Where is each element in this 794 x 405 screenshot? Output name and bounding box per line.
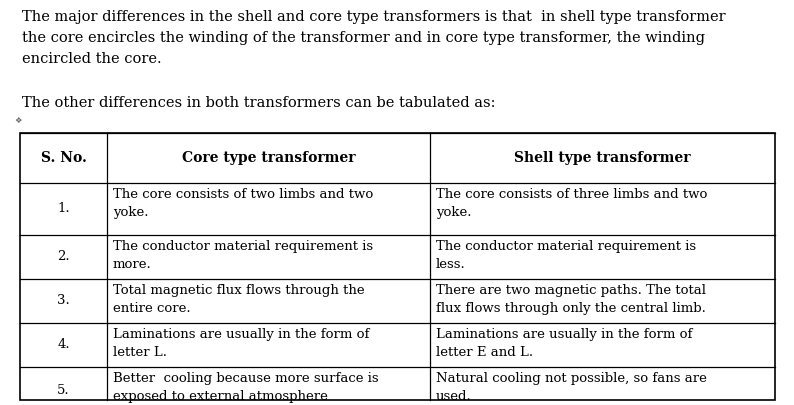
Text: Core type transformer: Core type transformer [182, 151, 355, 165]
Text: Total magnetic flux flows through the
entire core.: Total magnetic flux flows through the en… [113, 284, 364, 315]
Text: There are two magnetic paths. The total
flux flows through only the central limb: There are two magnetic paths. The total … [436, 284, 706, 315]
Text: Shell type transformer: Shell type transformer [515, 151, 691, 165]
Text: encircled the core.: encircled the core. [22, 52, 162, 66]
Text: Natural cooling not possible, so fans are
used.: Natural cooling not possible, so fans ar… [436, 372, 707, 403]
Text: 4.: 4. [57, 339, 70, 352]
Text: Better  cooling because more surface is
exposed to external atmosphere: Better cooling because more surface is e… [113, 372, 379, 403]
Text: The major differences in the shell and core type transformers is that  in shell : The major differences in the shell and c… [22, 10, 726, 24]
Text: Laminations are usually in the form of
letter L.: Laminations are usually in the form of l… [113, 328, 369, 359]
Text: 3.: 3. [57, 294, 70, 307]
Text: 2.: 2. [57, 251, 70, 264]
Text: Laminations are usually in the form of
letter E and L.: Laminations are usually in the form of l… [436, 328, 692, 359]
Text: 5.: 5. [57, 384, 70, 396]
Bar [20, 133, 775, 400]
Text: The other differences in both transformers can be tabulated as:: The other differences in both transforme… [22, 96, 495, 110]
Text: The conductor material requirement is
more.: The conductor material requirement is mo… [113, 240, 373, 271]
Text: The conductor material requirement is
less.: The conductor material requirement is le… [436, 240, 696, 271]
Text: The core consists of two limbs and two
yoke.: The core consists of two limbs and two y… [113, 188, 373, 219]
Text: S. No.: S. No. [40, 151, 87, 165]
Text: 1.: 1. [57, 202, 70, 215]
Text: ❖: ❖ [14, 116, 21, 125]
Text: The core consists of three limbs and two
yoke.: The core consists of three limbs and two… [436, 188, 707, 219]
Text: the core encircles the winding of the transformer and in core type transformer, : the core encircles the winding of the tr… [22, 31, 705, 45]
